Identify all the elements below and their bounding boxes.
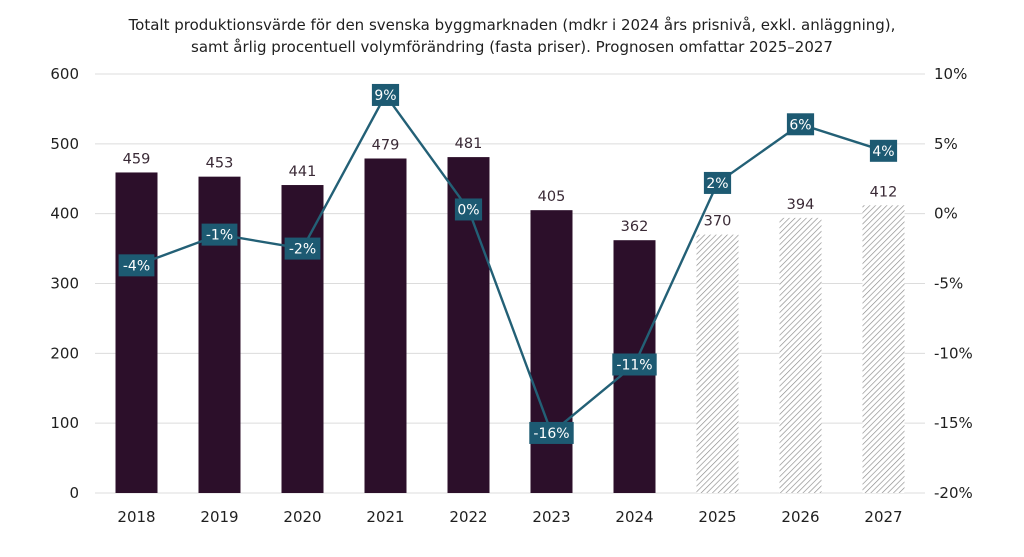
y-right-tick-4: 0% xyxy=(934,205,958,223)
bar-2023 xyxy=(530,210,573,494)
change-label-text-2019: -1% xyxy=(206,228,233,244)
change-label-box-2019 xyxy=(201,223,238,246)
change-label-text-2018: -4% xyxy=(123,258,150,274)
x-tick-2018: 2018 xyxy=(117,508,155,526)
y-left-tick-100: 100 xyxy=(50,414,79,432)
bar-label-2024: 362 xyxy=(621,219,649,235)
x-tick-2021: 2021 xyxy=(366,508,404,526)
change-label-2027: 4% xyxy=(869,139,898,162)
bar-label-2027: 412 xyxy=(870,184,898,200)
bar-label-2020: 441 xyxy=(289,164,317,180)
x-tick-2025: 2025 xyxy=(698,508,736,526)
bar-label-2025: 370 xyxy=(704,214,732,230)
x-tick-2027: 2027 xyxy=(864,508,902,526)
change-label-2023: -16% xyxy=(529,421,574,444)
bar-2020 xyxy=(281,185,324,493)
change-label-text-2020: -2% xyxy=(289,242,316,258)
change-label-2021: 9% xyxy=(371,83,400,106)
x-tick-2024: 2024 xyxy=(615,508,653,526)
y-left-tick-200: 200 xyxy=(50,344,79,362)
y-right-tick-0: -20% xyxy=(934,484,973,502)
change-label-box-2018 xyxy=(118,254,155,277)
change-label-text-2026: 6% xyxy=(789,117,811,133)
y-right-tick-1: -15% xyxy=(934,414,973,432)
x-tick-2023: 2023 xyxy=(532,508,570,526)
bar-2027 xyxy=(862,205,905,493)
change-label-2026: 6% xyxy=(786,113,815,136)
bar-label-2023: 405 xyxy=(538,189,566,205)
y-right-tick-6: 10% xyxy=(934,65,967,83)
change-label-box-2021 xyxy=(371,83,400,106)
bar-label-2026: 394 xyxy=(787,197,815,213)
x-tick-2026: 2026 xyxy=(781,508,819,526)
bar-2018 xyxy=(115,172,158,493)
change-label-2020: -2% xyxy=(284,237,321,260)
bar-2021 xyxy=(364,158,407,493)
change-label-box-2020 xyxy=(284,237,321,260)
change-label-text-2021: 9% xyxy=(374,88,396,104)
change-label-text-2023: -16% xyxy=(533,426,569,442)
change-label-box-2027 xyxy=(869,139,898,162)
change-line-series: -4% -1% -2% 9% 0% -16% -11% 2% 6% 4% xyxy=(118,83,898,444)
bar-2025 xyxy=(696,234,739,493)
chart-title-line-2: samt årlig procentuell volymförändring (… xyxy=(191,38,833,56)
bar-label-2021: 479 xyxy=(372,137,400,153)
change-label-2025: 2% xyxy=(703,171,732,194)
y-left-tick-0: 0 xyxy=(69,484,79,502)
y-right-tick-2: -10% xyxy=(934,344,973,362)
x-tick-2022: 2022 xyxy=(449,508,487,526)
change-label-2024: -11% xyxy=(612,353,657,376)
change-label-2019: -1% xyxy=(201,223,238,246)
bar-2026 xyxy=(779,217,822,493)
change-label-text-2027: 4% xyxy=(872,144,894,160)
y-right-tick-5: 5% xyxy=(934,135,958,153)
change-label-box-2026 xyxy=(786,113,815,136)
bar-label-2018: 459 xyxy=(123,151,151,167)
change-label-box-2022 xyxy=(454,198,483,221)
chart-title-line-1: Totalt produktionsvärde för den svenska … xyxy=(128,16,896,34)
change-label-box-2023 xyxy=(529,421,574,444)
y-left-tick-600: 600 xyxy=(50,65,79,83)
change-line xyxy=(136,93,884,435)
change-label-text-2022: 0% xyxy=(457,202,479,218)
y-right-tick-3: -5% xyxy=(934,275,963,293)
change-label-2022: 0% xyxy=(454,198,483,221)
y-left-tick-500: 500 xyxy=(50,135,79,153)
change-label-text-2025: 2% xyxy=(706,176,728,192)
change-label-2018: -4% xyxy=(118,254,155,277)
change-label-box-2024 xyxy=(612,353,657,376)
bar-value-labels: 459 453 441 479 481 405 362 370 394 412 xyxy=(123,136,898,235)
y-left-tick-400: 400 xyxy=(50,205,79,223)
change-label-box-2025 xyxy=(703,171,732,194)
x-tick-2019: 2019 xyxy=(200,508,238,526)
axes: 0 100 200 300 400 500 600 -20% -15% -10% -5% 0% 5% 10… xyxy=(50,65,972,526)
y-left-tick-300: 300 xyxy=(50,275,79,293)
bar-label-2022: 481 xyxy=(455,136,483,152)
bar-label-2019: 453 xyxy=(206,156,234,172)
change-label-text-2024: -11% xyxy=(616,358,652,374)
x-tick-2020: 2020 xyxy=(283,508,321,526)
